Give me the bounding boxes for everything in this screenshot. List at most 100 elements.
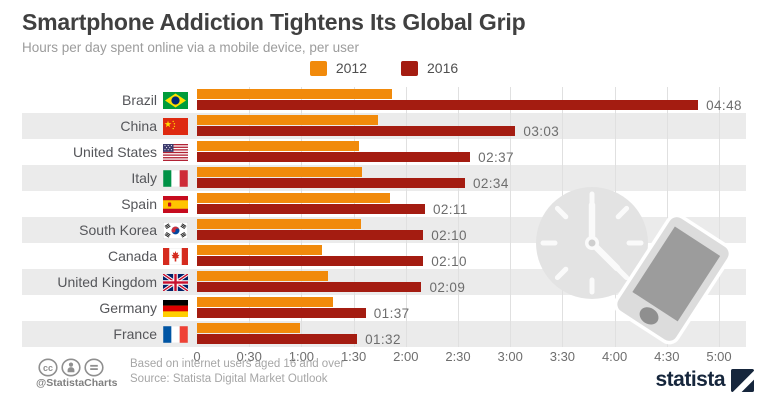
country-label: Spain <box>121 196 157 212</box>
bar-2012 <box>197 244 323 255</box>
bar-2016 <box>197 256 424 266</box>
statista-charts-handle: @StatistaCharts <box>36 377 118 389</box>
flag-brazil <box>163 92 188 109</box>
flag-germany <box>163 300 188 317</box>
bar-2012 <box>197 88 392 99</box>
x-axis: 0 0:30 1:00 1:30 2:00 2:30 3:00 3:30 4:00 4:30 5:0… <box>22 349 746 364</box>
row-bars: 02:10 <box>197 217 746 243</box>
bar-2012 <box>197 218 361 229</box>
flag-france <box>163 326 188 343</box>
x-tick-1:30: 1:30 <box>340 349 367 364</box>
value-label: 02:34 <box>472 175 509 191</box>
bar-2016 <box>197 334 358 344</box>
x-tick-5:00: 5:00 <box>706 349 732 364</box>
bar-2016 <box>197 204 425 214</box>
clock-and-phone-decoration <box>536 187 733 345</box>
flag-south-korea <box>163 222 188 239</box>
table-row: Canada 02:10 <box>22 243 746 269</box>
footer-note-source: Source: Statista Digital Market Outlook <box>130 372 328 385</box>
country-label: United States <box>72 144 157 160</box>
bar-2016 <box>197 178 465 188</box>
gridline-0:30 <box>249 87 251 347</box>
x-tick-2:00: 2:00 <box>393 349 419 364</box>
value-label: 02:37 <box>478 149 514 165</box>
value-label: 02:11 <box>432 201 468 217</box>
table-row: United States 02:37 <box>22 139 746 165</box>
value-label: 02:09 <box>429 279 466 295</box>
row-bars: 02:34 <box>197 165 746 191</box>
country-label: France <box>113 326 157 342</box>
gridline-3:00 <box>510 87 512 347</box>
page-title: Smartphone Addiction Tightens Its Global… <box>22 9 526 35</box>
country-label: China <box>120 118 157 134</box>
country-label: Germany <box>99 300 157 316</box>
flag-spain <box>163 196 188 213</box>
country-label: Canada <box>107 248 157 264</box>
country-label: South Korea <box>79 222 157 238</box>
x-tick-3:30: 3:30 <box>549 349 576 364</box>
table-row: China 03:03 <box>22 113 746 139</box>
bar-2012 <box>197 270 328 281</box>
bar-2016 <box>197 282 422 292</box>
bar-2016 <box>197 308 366 318</box>
smartphone-icon <box>613 213 733 345</box>
clock-icon <box>536 187 648 299</box>
bar-2016 <box>197 100 699 110</box>
table-row: Spain 02:11 <box>22 191 746 217</box>
row-bars: 02:09 <box>197 269 746 295</box>
x-tick-4:30: 4:30 <box>654 349 680 364</box>
value-label: 04:48 <box>706 97 742 113</box>
value-label: 02:10 <box>431 227 467 243</box>
table-row: Brazil 04:48 <box>22 87 746 113</box>
gridline-1:00 <box>301 87 303 347</box>
value-label: 03:03 <box>523 123 560 139</box>
bar-2012 <box>197 296 333 307</box>
chart-rows: Brazil 04:48 China 03:03 United States 0… <box>22 87 746 347</box>
bar-2012 <box>197 192 391 203</box>
row-bars: 02:10 <box>197 243 746 269</box>
chart-header: Smartphone Addiction Tightens Its Global… <box>22 9 526 55</box>
country-label: Brazil <box>121 92 157 108</box>
x-tick-0:30: 0:30 <box>236 349 262 364</box>
bar-2012 <box>197 322 300 333</box>
legend-item-2012: 2012 <box>309 60 367 76</box>
row-bars: 01:37 <box>197 295 746 321</box>
country-label: Italy <box>131 170 157 186</box>
statista-logo-icon <box>731 368 754 392</box>
x-tick-2:30: 2:30 <box>445 349 471 364</box>
cc-icon: cc <box>38 358 58 377</box>
bar-2012 <box>197 140 359 151</box>
legend-swatch-2012 <box>309 60 327 76</box>
cc-nd-equals-icon <box>84 358 104 377</box>
gridline-2:30 <box>458 87 459 347</box>
x-tick-3:00: 3:00 <box>497 349 523 364</box>
table-row: United Kingdom 02:09 <box>22 269 746 295</box>
bar-2012 <box>197 166 363 177</box>
flag-united-kingdom <box>163 274 188 291</box>
gridline-1:30 <box>353 87 355 347</box>
license-icons: cc <box>38 358 104 377</box>
footer-notes: Based on internet users aged 16 and over… <box>130 357 344 386</box>
footer-note-basis: Based on internet users aged 16 and over <box>130 358 345 370</box>
x-tick-4:00: 4:00 <box>601 349 628 364</box>
row-bars: 02:11 <box>197 191 746 217</box>
row-bars: 01:32 <box>197 321 746 347</box>
row-bars: 02:37 <box>197 139 746 165</box>
bar-2016 <box>197 230 424 240</box>
flag-canada <box>163 248 188 265</box>
gridline-4:30 <box>666 87 668 347</box>
chart-subtitle: Hours per day spent online via a mobile … <box>22 40 359 55</box>
x-tick-1:00: 1:00 <box>288 349 315 364</box>
value-label: 02:10 <box>431 253 467 269</box>
value-label: 01:32 <box>365 331 401 347</box>
bar-2016 <box>197 152 471 162</box>
table-row: France 01:32 <box>22 321 746 347</box>
statista-brand: statista <box>655 368 754 392</box>
x-tick-0: 0 <box>193 349 201 364</box>
flag-china <box>163 118 188 135</box>
bar-2016 <box>197 126 516 136</box>
legend-swatch-2016 <box>401 60 418 76</box>
cc-by-person-icon <box>61 358 81 377</box>
table-row: South Korea 02:10 <box>22 217 746 243</box>
